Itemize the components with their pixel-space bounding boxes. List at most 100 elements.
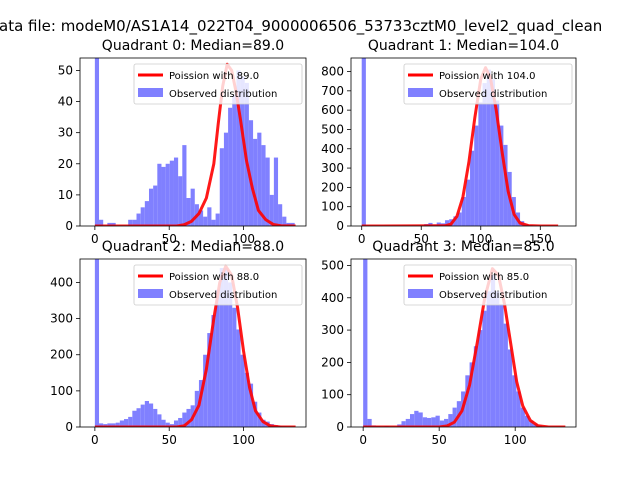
histogram-bar	[190, 188, 195, 226]
histogram-bar	[253, 401, 258, 427]
x-tick-label: 0	[359, 433, 367, 447]
histogram-bar	[223, 268, 229, 427]
legend-bar-swatch	[138, 289, 163, 298]
histogram-bar	[236, 70, 241, 226]
x-tick-label: 50	[414, 232, 429, 246]
histogram-bar	[178, 417, 183, 427]
legend-bar-swatch	[138, 88, 163, 97]
histogram-bar	[132, 219, 137, 226]
legend-box	[133, 264, 303, 306]
figure-suptitle: ata file: modeM0/AS1A14_022T04_900000650…	[0, 17, 602, 36]
histogram-bar	[178, 176, 183, 226]
histogram-bar	[244, 372, 249, 427]
histogram-bar	[207, 207, 212, 226]
histogram-bar	[165, 163, 170, 226]
y-tick-label: 100	[321, 388, 344, 402]
histogram-bar	[448, 414, 453, 427]
histogram-bar	[436, 222, 441, 226]
histogram-bar	[435, 415, 440, 427]
histogram-bar	[465, 375, 470, 427]
histogram-bar	[128, 416, 133, 427]
histogram-bar	[490, 79, 496, 226]
y-tick-label: 40	[58, 95, 73, 109]
histogram-bar	[182, 412, 187, 427]
x-tick-label: 0	[91, 433, 99, 447]
histogram-bar	[148, 403, 154, 427]
histogram-bar	[186, 408, 191, 427]
quadrant-1-panel: 0 50 100 150 0 100 200 300 400 500 600 700 800 Quadra…	[321, 38, 577, 246]
y-tick-label: 300	[50, 312, 73, 326]
quadrant-0-plot-area	[94, 58, 296, 226]
legend-box	[403, 63, 573, 105]
histogram-bar	[499, 125, 504, 226]
histogram-bar	[452, 407, 457, 427]
histogram-bar	[418, 412, 423, 427]
legend: Poission with 85.0 Observed distribution	[403, 264, 573, 306]
quadrant-1-title: Quadrant 1: Median=104.0	[368, 38, 559, 54]
histogram-bar	[157, 414, 162, 427]
histogram-bar	[128, 219, 133, 226]
histogram-bar	[132, 410, 137, 427]
legend-poisson-label: Poission with 85.0	[439, 272, 529, 283]
quadrant-3-plot-area	[363, 259, 566, 427]
y-tick-label: 600	[321, 103, 344, 117]
y-tick-label: 500	[321, 258, 344, 272]
axes-frame	[79, 258, 307, 428]
histogram-bar	[261, 145, 266, 226]
axes-frame	[350, 57, 577, 227]
legend-bar-swatch	[408, 88, 433, 97]
histogram-bar	[461, 197, 466, 226]
legend: Poission with 104.0 Observed distribution	[403, 63, 573, 105]
histogram-bar	[495, 291, 500, 427]
quadrant-2-panel: 0 50 100 0 100 200 300 400 Quadrant 2: Median=88…	[50, 239, 307, 447]
histogram-bar	[203, 354, 208, 427]
histogram-bar	[278, 204, 283, 226]
axes-frame	[350, 258, 577, 428]
histogram-bar	[240, 354, 245, 427]
y-tick-label: 200	[50, 348, 73, 362]
subplot-grid: 0 50 100 0 10 20 30 40 50 Quadrant 0: Median=89.0…	[50, 38, 577, 447]
histogram-bar	[111, 423, 116, 427]
histogram-bar	[94, 259, 100, 427]
histogram-bar	[186, 198, 191, 226]
histogram-bar	[469, 362, 474, 427]
histogram-bar	[482, 83, 487, 226]
histogram-bar	[367, 418, 372, 427]
quadrant-3-panel: 0 50 100 0 100 200 300 400 500 Quadrant 3: Median…	[321, 239, 577, 447]
histogram-bar	[173, 420, 179, 427]
y-tick-label: 100	[50, 384, 73, 398]
histogram-bar	[115, 422, 120, 427]
histogram-bar	[211, 315, 216, 427]
legend-bar-swatch	[408, 289, 433, 298]
histogram-bar	[273, 157, 279, 226]
legend: Poission with 88.0 Observed distribution	[133, 264, 303, 306]
histogram-bar	[219, 268, 224, 427]
histogram-bar	[119, 420, 125, 427]
histogram-bar	[486, 291, 491, 427]
y-tick-label: 100	[321, 200, 344, 214]
y-tick-label: 50	[58, 63, 73, 77]
histogram-bar	[148, 188, 154, 226]
histogram-bar	[94, 58, 100, 226]
histogram-bar	[516, 391, 521, 427]
x-tick-label: 50	[432, 433, 447, 447]
histogram-bar	[444, 418, 449, 427]
histogram-bar	[401, 421, 406, 427]
quadrant-1-plot-area	[361, 58, 559, 226]
histogram-bar	[427, 417, 432, 427]
legend-observed-label: Observed distribution	[169, 89, 277, 100]
y-tick-label: 500	[321, 122, 344, 136]
histogram-bar	[107, 222, 112, 226]
legend-poisson-label: Poission with 89.0	[169, 71, 259, 82]
legend-poisson-label: Poission with 104.0	[439, 71, 535, 82]
histogram-bar	[236, 329, 241, 427]
x-tick-label: 100	[232, 232, 255, 246]
y-tick-label: 800	[321, 65, 344, 79]
histogram-bar	[482, 310, 487, 427]
histogram-bar	[223, 132, 229, 226]
histogram-bar	[144, 201, 149, 226]
histogram-bar	[478, 330, 483, 427]
histogram-bar	[136, 408, 141, 427]
histogram-bar	[507, 349, 513, 427]
